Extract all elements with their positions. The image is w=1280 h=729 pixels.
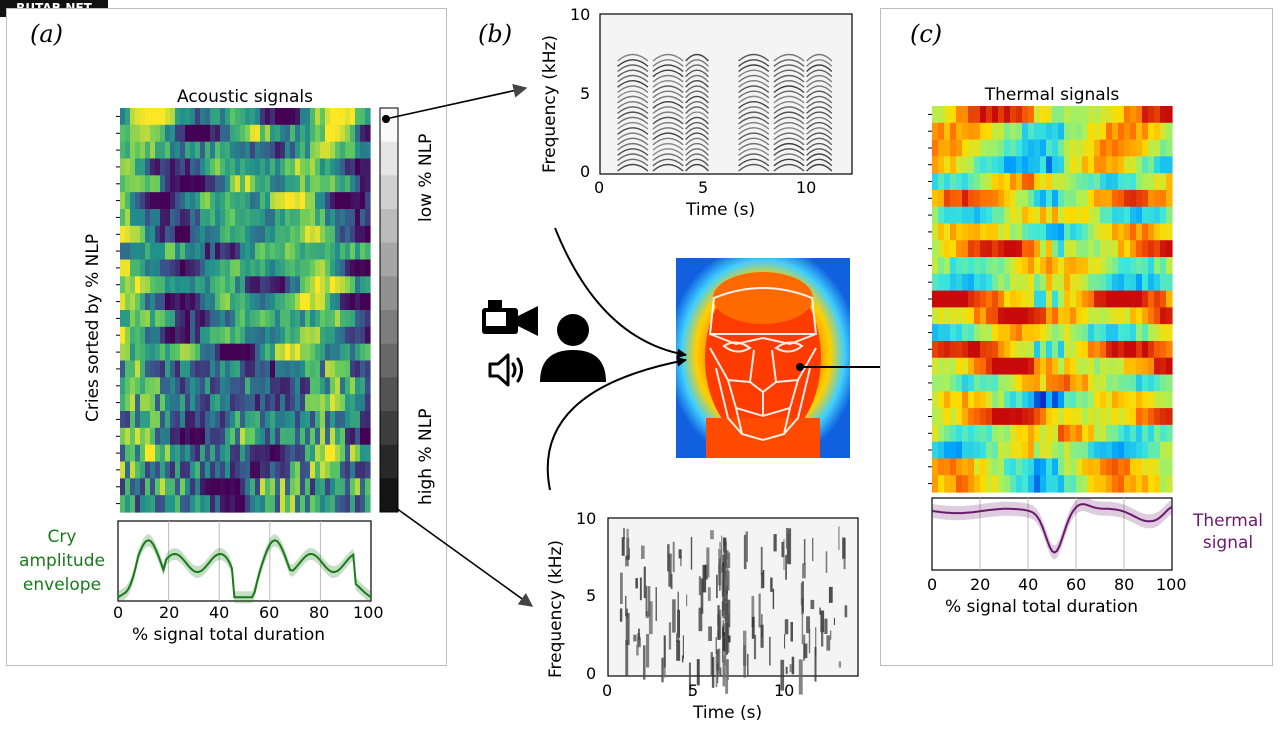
tick-label: 100 bbox=[1156, 575, 1187, 594]
tick-label: 0 bbox=[927, 575, 938, 594]
tick-label: 10 bbox=[576, 509, 597, 528]
tick-label: 10 bbox=[570, 5, 591, 24]
person-icon bbox=[540, 314, 606, 382]
spectrogram-top bbox=[599, 13, 853, 175]
tick-label: 60 bbox=[259, 603, 280, 622]
tick-label: 0 bbox=[594, 178, 605, 197]
tick-label: 5 bbox=[580, 84, 591, 103]
thermal-heatmap bbox=[928, 106, 1173, 493]
thermal-signal-label-line: signal bbox=[1202, 533, 1254, 553]
spec-bottom-xlabel: Time (s) bbox=[693, 703, 763, 723]
envelope-label-line: Cry bbox=[47, 527, 77, 547]
thermal-xlabel: % signal total duration bbox=[945, 597, 1139, 617]
thermal-signal-label: Thermal signal bbox=[1178, 510, 1278, 554]
tick-label: 20 bbox=[970, 575, 991, 594]
tick-label: 10 bbox=[774, 681, 795, 700]
envelope-label-line: envelope bbox=[22, 575, 102, 595]
panel-b-label: (b) bbox=[478, 20, 513, 48]
video-camera-icon bbox=[482, 300, 538, 336]
thermal-signal-plot bbox=[931, 497, 1173, 571]
tick-label: 5 bbox=[586, 586, 597, 605]
envelope-label-line: amplitude bbox=[19, 551, 105, 571]
tick-label: 60 bbox=[1066, 575, 1087, 594]
curve-top-to-face bbox=[554, 227, 687, 359]
speaker-icon bbox=[488, 353, 523, 387]
tick-label: 0 bbox=[580, 162, 591, 181]
tick-label: 5 bbox=[698, 178, 709, 197]
acoustic-heatmap bbox=[116, 108, 371, 513]
tick-label: 40 bbox=[209, 603, 230, 622]
tick-label: 0 bbox=[113, 603, 124, 622]
tick-label: 100 bbox=[353, 603, 384, 622]
tick-label: 10 bbox=[796, 178, 817, 197]
tick-label: 5 bbox=[688, 681, 699, 700]
panel-a-label: (a) bbox=[30, 20, 64, 48]
tick-label: 20 bbox=[159, 603, 180, 622]
arrow-to-top-spectrogram bbox=[382, 83, 528, 123]
tick-label: 0 bbox=[586, 664, 597, 683]
spectrogram-bottom bbox=[607, 517, 859, 697]
envelope-plot bbox=[117, 520, 372, 604]
acoustic-title: Acoustic signals bbox=[177, 87, 313, 107]
envelope-label: Cry amplitude envelope bbox=[12, 525, 112, 597]
envelope-xlabel: % signal total duration bbox=[132, 625, 326, 645]
tick-label: 80 bbox=[1114, 575, 1135, 594]
spec-top-xlabel: Time (s) bbox=[686, 200, 756, 220]
thermal-face-image bbox=[676, 258, 850, 458]
tick-label: 80 bbox=[309, 603, 330, 622]
panel-c-label: (c) bbox=[910, 20, 943, 48]
thermal-title: Thermal signals bbox=[984, 85, 1120, 105]
tick-label: 0 bbox=[602, 681, 613, 700]
curve-bottom-to-face bbox=[546, 356, 687, 491]
arrow-to-bottom-spectrogram bbox=[395, 507, 534, 607]
tick-label: 40 bbox=[1018, 575, 1039, 594]
thermal-signal-label-line: Thermal bbox=[1192, 511, 1263, 531]
